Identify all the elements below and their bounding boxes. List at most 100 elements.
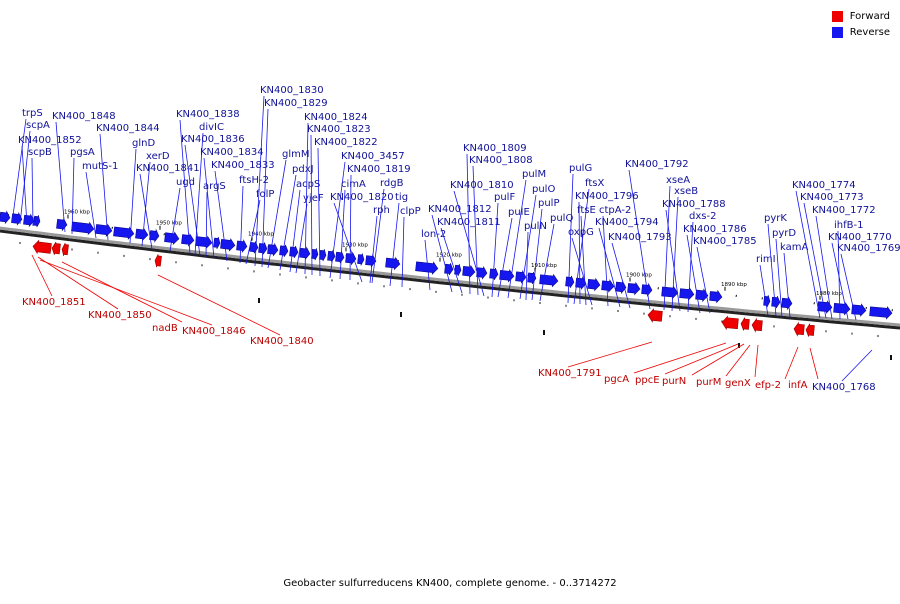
reverse-gene-arrow [539,273,559,288]
kbp-tick-label: 1880 kbp [816,291,842,297]
reverse-gene-label: oxpG [568,227,594,238]
forward-gene-label: KN400_1851 [22,297,86,308]
reverse-gene-label: kamA [780,242,808,253]
reverse-gene-label: KN400_1812 [428,204,492,215]
reverse-gene-label: scpA [26,120,50,131]
reverse-label-leader [141,161,151,247]
forward-gene-label: KN400_1791 [538,368,602,379]
reverse-gene-label: pulN [524,221,547,232]
reverse-gene-label: KN400_1852 [18,135,82,146]
reverse-gene-arrow [515,269,527,284]
reverse-label-leader [401,216,405,288]
reverse-gene-label: KN400_1844 [96,123,160,134]
reverse-gene-arrow [357,253,365,266]
reverse-gene-arrow [195,235,213,250]
reverse-gene-label: KN400_1833 [211,160,275,171]
reverse-gene-label: pulQ [550,213,573,224]
kbp-tick-label: 1910 kbp [531,263,557,269]
reverse-gene-label: ugd [176,177,195,188]
reverse-gene-label: rdgB [380,178,404,189]
reverse-gene-label: KN400_1841 [136,163,200,174]
reverse-gene-arrow [771,296,781,309]
reverse-label-leader [289,189,301,273]
reverse-gene-label: pulE [508,207,530,218]
reverse-gene-arrow [23,213,35,228]
reverse-gene-label: dxs-2 [689,211,716,222]
track-mark [258,298,260,303]
kbp-tick-label: 1900 kbp [626,272,652,278]
reverse-gene-arrow [289,245,299,259]
reverse-label-leader [767,223,777,317]
reverse-gene-arrow [833,301,851,316]
reverse-gene-arrow [236,239,248,254]
reverse-label-leader [214,170,228,262]
reverse-label-leader [539,223,555,302]
reverse-gene-label: clpP [400,206,421,217]
reverse-label-leader [841,349,873,382]
track-tick [111,226,113,230]
reverse-gene-label: KN400_1792 [625,159,689,170]
reverse-gene-label: KN400_1774 [792,180,856,191]
reverse-swatch [831,26,843,38]
reverse-gene-arrow [213,236,221,250]
reverse-gene-arrow [181,233,195,247]
reverse-gene-arrow [327,250,336,263]
reverse-label-leader [295,203,308,274]
kbp-tick-label: 1930 kbp [342,242,368,248]
reverse-gene-label: folP [256,189,274,200]
forward-gene-label: nadB [152,323,178,334]
reverse-label-leader [329,161,346,279]
reverse-label-leader [611,242,631,309]
reverse-label-leader [525,231,529,301]
reverse-gene-label: divIC [199,122,224,133]
reverse-gene-label: pulP [538,198,560,209]
reverse-gene-arrow [661,285,679,300]
forward-gene-arrow [740,317,750,331]
reverse-label-leader [663,185,671,311]
reverse-label-leader [831,242,849,320]
reverse-gene-arrow [476,265,488,280]
reverse-gene-label: KN400_1785 [693,236,757,247]
forward-gene-arrow [721,315,739,331]
reverse-gene-label: KN400_1796 [575,191,639,202]
reverse-gene-label: KN400_1773 [800,192,864,203]
reverse-gene-arrow [335,251,345,264]
reverse-gene-label: KN400_1793 [608,232,672,243]
reverse-gene-arrow [565,275,575,289]
reverse-gene-arrow [267,242,279,257]
reverse-gene-label: KN400_1829 [264,98,328,109]
track-tick [657,287,659,290]
reverse-label-leader [169,187,181,252]
reverse-label-leader [795,190,821,319]
reverse-gene-arrow [462,264,476,279]
forward-label-leader [61,261,183,323]
reverse-gene-arrow [135,227,149,242]
reverse-label-leader [686,234,701,314]
reverse-label-leader [254,95,265,267]
reverse-gene-label: KN400_1819 [347,164,411,175]
legend-forward: Forward [831,8,890,24]
reverse-gene-label: KN400_1836 [181,134,245,145]
reverse-label-leader [665,209,681,312]
track-mark [738,343,740,348]
reverse-gene-arrow [113,226,135,240]
reverse-label-leader [339,189,346,280]
forward-gene-label: KN400_1850 [88,310,152,321]
reverse-label-leader [85,171,97,239]
reverse-gene-label: KN400_1823 [307,124,371,135]
reverse-label-leader [371,188,385,284]
forward-gene-label: purN [662,376,686,387]
reverse-gene-label: pulF [494,192,515,203]
legend: Forward Reverse [831,8,890,40]
reverse-label-leader [21,145,28,226]
reverse-gene-label: xseA [666,175,690,186]
reverse-gene-label: acpS [296,179,320,190]
forward-label-leader [754,344,759,378]
track-tick [735,294,737,297]
reverse-gene-arrow [627,281,641,296]
forward-gene-label: pgcA [604,374,629,385]
forward-gene-label: purM [696,377,721,388]
reverse-label-leader [31,157,34,227]
legend-forward-label: Forward [849,10,890,22]
reverse-gene-label: pulG [569,163,592,174]
